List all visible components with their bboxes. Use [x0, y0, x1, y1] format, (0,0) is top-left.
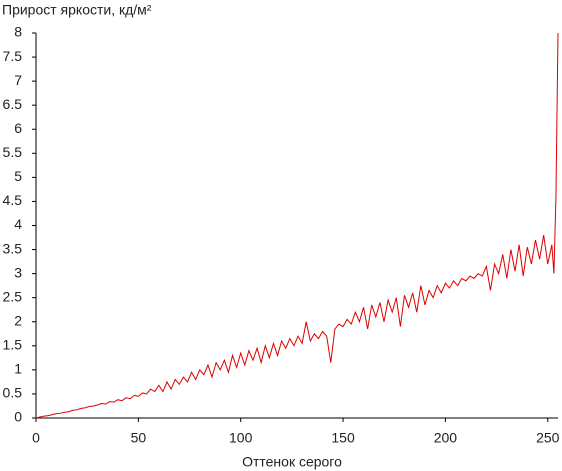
y-tick-label: 4.5 — [3, 192, 23, 208]
x-tick-label: 250 — [536, 430, 560, 446]
y-tick-label: 1 — [14, 361, 22, 377]
y-tick-label: 2.5 — [3, 288, 23, 304]
y-tick-label: 8 — [14, 24, 22, 40]
x-tick-label: 0 — [32, 430, 40, 446]
chart-title: Прирост яркости, кд/м² — [2, 2, 152, 18]
y-tick-label: 5 — [14, 168, 22, 184]
y-tick-label: 1.5 — [3, 337, 23, 353]
data-line — [35, 32, 559, 419]
y-tick-label: 7 — [14, 72, 22, 88]
y-tick-label: 7.5 — [3, 48, 23, 64]
x-axis-label: Оттенок серого — [242, 454, 342, 470]
x-tick-label: 100 — [229, 430, 253, 446]
y-tick-label: 3 — [14, 264, 22, 280]
x-tick-label: 50 — [131, 430, 147, 446]
y-tick-label: 3.5 — [3, 240, 23, 256]
y-tick-label: 0.5 — [3, 385, 23, 401]
y-tick-label: 0 — [14, 409, 22, 425]
x-tick-label: 200 — [434, 430, 458, 446]
y-tick-label: 4 — [14, 216, 22, 232]
y-tick-label: 5.5 — [3, 144, 23, 160]
y-tick-label: 6 — [14, 120, 22, 136]
y-tick-label: 2 — [14, 312, 22, 328]
y-tick-label: 6.5 — [3, 96, 23, 112]
x-tick-label: 150 — [331, 430, 355, 446]
